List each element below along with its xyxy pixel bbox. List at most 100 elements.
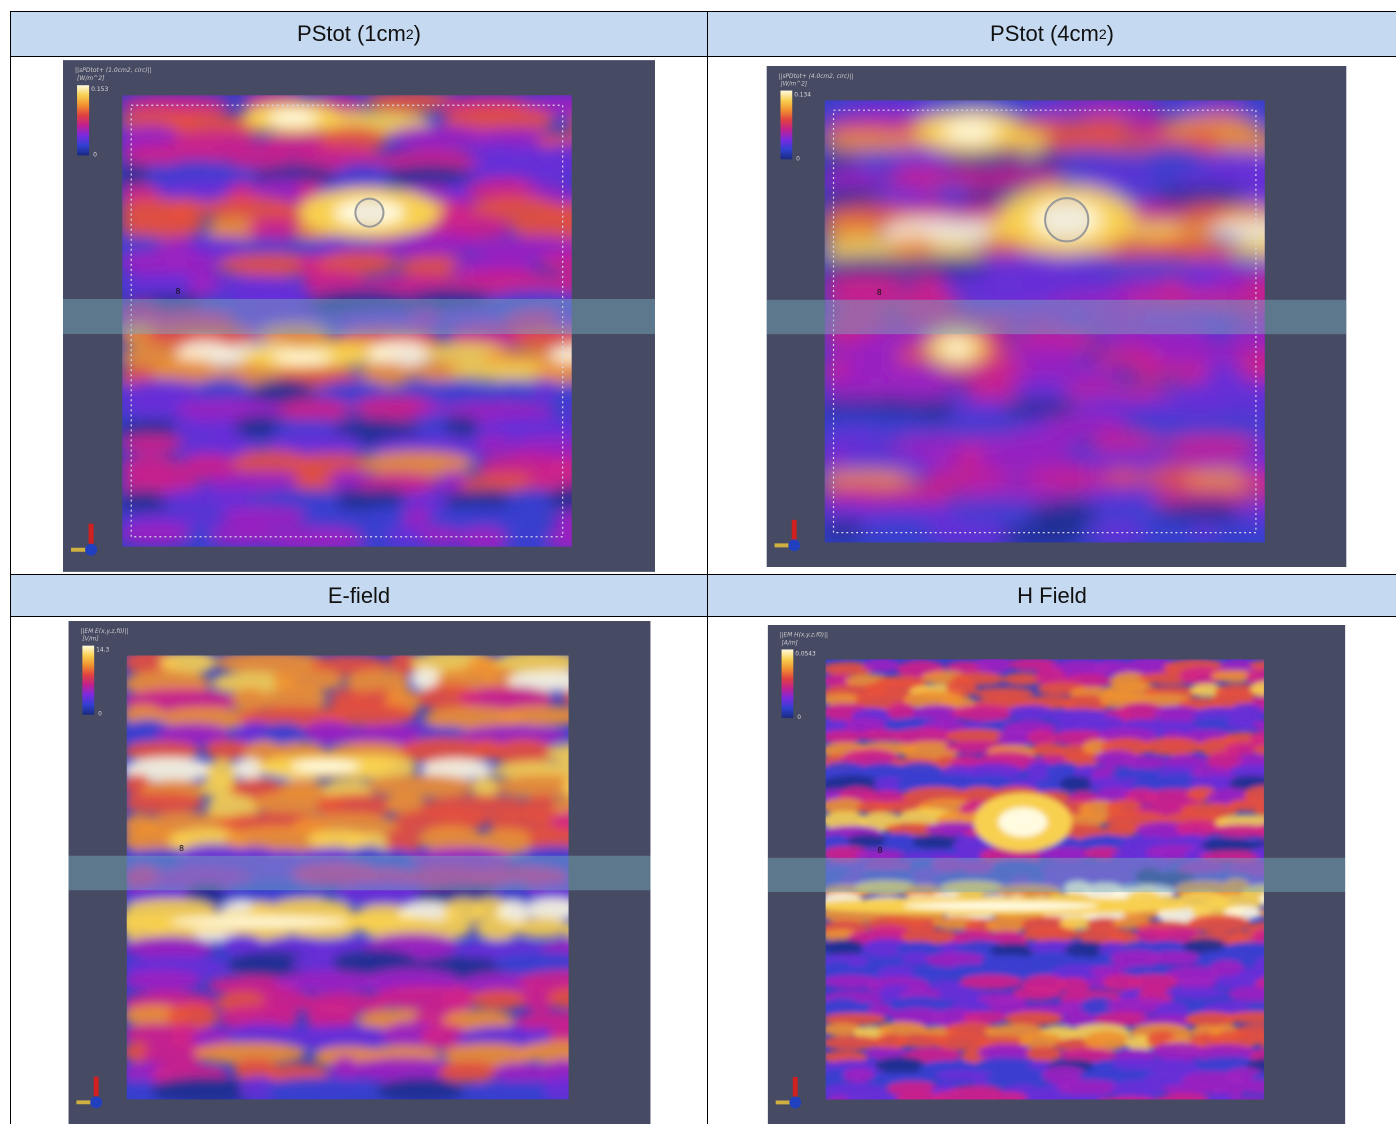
heat-blob	[1175, 820, 1220, 837]
heat-blob	[299, 508, 376, 529]
heat-blob	[193, 1041, 307, 1065]
heat-blob	[825, 960, 854, 980]
heat-blob	[857, 763, 911, 779]
heat-blob	[550, 310, 572, 330]
heat-blob	[497, 705, 569, 726]
heat-blob	[512, 1010, 569, 1032]
heat-blob	[921, 447, 963, 471]
heat-blob	[975, 659, 1013, 674]
heat-blob	[1129, 359, 1174, 382]
table-border	[10, 56, 1396, 57]
heatmap-blobs	[825, 659, 1264, 1100]
heat-blob	[126, 865, 164, 890]
heat-blob	[890, 1007, 946, 1026]
heat-blob	[1090, 520, 1148, 543]
heat-blob	[231, 449, 311, 477]
heatmap-blobs	[126, 655, 569, 1100]
heat-blob	[867, 1003, 897, 1016]
heat-blob	[1053, 307, 1103, 329]
heat-blob	[1211, 824, 1264, 838]
heat-blob	[525, 470, 572, 493]
heat-blob	[1249, 730, 1264, 747]
heat-blob	[561, 690, 569, 704]
heat-blob	[963, 763, 1024, 781]
heat-blob	[232, 758, 266, 780]
heat-blob	[410, 847, 514, 872]
heat-blob	[547, 743, 569, 763]
heat-blob	[152, 358, 223, 386]
heat-blob	[1179, 379, 1265, 399]
heat-blob	[950, 1085, 1003, 1098]
colorbar-max: 0.134	[794, 92, 811, 98]
heat-blob	[264, 1076, 372, 1100]
heat-blob	[1216, 130, 1257, 152]
heat-blob	[459, 685, 555, 711]
heat-blob	[1236, 470, 1265, 491]
heat-blob	[946, 728, 1008, 744]
heat-blob	[122, 522, 196, 547]
heat-blob	[988, 995, 1028, 1015]
heatmap	[824, 100, 1265, 543]
heat-blob	[1097, 323, 1212, 349]
heat-blob	[1229, 703, 1264, 720]
heat-blob	[929, 239, 984, 261]
header-cell: PStot (1cm 2)	[11, 12, 707, 56]
heat-blob	[1256, 1033, 1264, 1048]
probe-marker: 8	[877, 846, 882, 855]
heat-blob	[388, 124, 492, 150]
heat-blob	[1201, 838, 1255, 854]
field-image: ||sPDtot+ (1.0cm2, circ)||[W/m^2] 0.153 0 8	[63, 60, 655, 572]
heat-blob	[825, 661, 875, 676]
heat-blob	[825, 1022, 863, 1036]
heat-blob	[1012, 985, 1062, 1001]
heat-blob	[1035, 667, 1066, 686]
heat-blob	[378, 1077, 464, 1100]
heat-blob	[476, 828, 536, 855]
heat-blob	[317, 250, 399, 276]
heat-blob	[326, 470, 370, 491]
heat-blob	[1117, 702, 1165, 722]
heat-blob	[209, 524, 276, 547]
heat-blob	[420, 1023, 470, 1050]
heat-blob	[206, 471, 324, 494]
heat-blob	[265, 431, 363, 457]
heat-blob	[895, 1092, 944, 1100]
heat-blob	[1142, 737, 1203, 756]
heat-blob	[1206, 751, 1245, 771]
heat-blob	[469, 989, 532, 1010]
heat-blob	[126, 970, 203, 992]
heat-blob	[1258, 909, 1264, 917]
heat-blob	[473, 235, 572, 262]
heat-blob	[441, 105, 556, 134]
heat-blob	[836, 454, 950, 475]
heatmap	[126, 655, 569, 1100]
heat-blob	[1176, 239, 1241, 264]
probe-marker: 8	[877, 288, 882, 297]
heat-blob	[973, 687, 1035, 700]
heat-blob	[1004, 1011, 1064, 1026]
heat-blob	[985, 916, 1027, 934]
field-image: ||EM E(x,y,z,f0)|| [V/m] 14.3 0 8	[68, 621, 651, 1124]
heat-blob	[438, 305, 503, 329]
heat-blob	[900, 929, 961, 945]
heat-blob	[1245, 668, 1264, 687]
heat-blob	[554, 271, 572, 297]
heat-blob	[457, 525, 511, 547]
heat-blob	[912, 834, 961, 849]
heat-blob	[371, 149, 488, 171]
heat-blob	[846, 1091, 903, 1100]
heat-blob	[566, 116, 572, 127]
axis-icon	[85, 543, 98, 556]
heat-blob	[1208, 959, 1245, 980]
heat-blob	[471, 775, 501, 798]
heat-blob	[561, 189, 572, 202]
heat-blob	[896, 777, 930, 791]
heat-blob	[1155, 185, 1259, 208]
heat-blob	[951, 704, 1015, 722]
heat-blob	[1019, 1032, 1062, 1049]
heat-blob	[884, 832, 919, 851]
table-border	[707, 11, 708, 1124]
heat-blob	[824, 186, 883, 209]
heat-blob	[1094, 1011, 1150, 1027]
panel-unit: [W/m^2]	[77, 75, 105, 82]
